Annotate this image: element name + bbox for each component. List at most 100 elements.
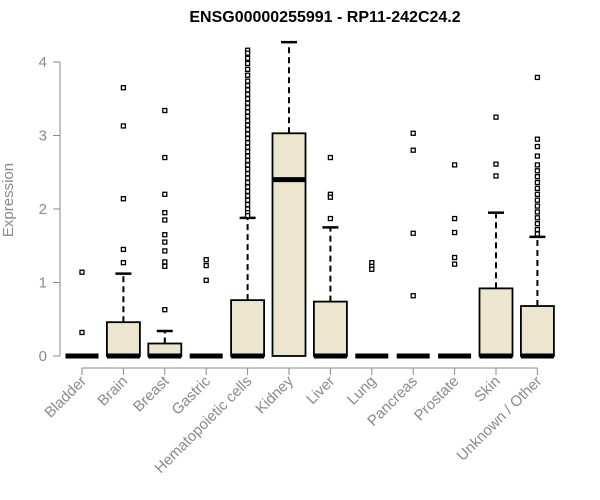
box xyxy=(478,287,514,357)
outlier-point xyxy=(534,209,541,215)
x-tick-label: Liver xyxy=(303,373,338,408)
outlier-point xyxy=(410,130,416,136)
x-tick-label: Brain xyxy=(94,373,131,410)
outlier-point xyxy=(244,212,251,219)
outlier-point xyxy=(534,191,541,197)
x-tick-label: Bladder xyxy=(41,373,90,422)
boxes xyxy=(65,40,555,359)
outlier-point xyxy=(534,226,541,233)
box xyxy=(230,299,266,357)
outlier-point xyxy=(451,215,458,222)
y-tick-label: 2 xyxy=(39,201,47,218)
outlier-point xyxy=(327,154,334,161)
outlier-point xyxy=(534,215,541,221)
outlier-point xyxy=(162,248,168,254)
outlier-point xyxy=(410,147,416,153)
outlier-point xyxy=(534,174,541,180)
chart-title: ENSG00000255991 - RP11-242C24.2 xyxy=(189,9,460,26)
outlier-point xyxy=(534,136,541,142)
outlier-point xyxy=(534,162,541,168)
outlier-point xyxy=(244,140,251,146)
box xyxy=(520,305,555,357)
outlier-point xyxy=(451,261,458,267)
outlier-point xyxy=(244,149,251,155)
outlier-point xyxy=(534,221,541,227)
outlier-point xyxy=(410,230,416,236)
box-group xyxy=(189,257,223,359)
outlier-point xyxy=(327,215,334,222)
outlier-point xyxy=(244,135,251,142)
box xyxy=(106,321,141,357)
outlier-point xyxy=(162,217,168,223)
box-group xyxy=(478,114,514,359)
outlier-point xyxy=(203,257,209,263)
box-group xyxy=(520,74,555,359)
outlier-point xyxy=(244,96,251,102)
outlier-point xyxy=(244,78,251,84)
box-group xyxy=(355,260,389,359)
box-group xyxy=(271,40,307,357)
outlier-point xyxy=(244,126,251,133)
outlier-point xyxy=(203,262,209,269)
x-tick-label: Lung xyxy=(344,373,380,409)
outlier-point xyxy=(244,109,251,115)
y-tick-label: 0 xyxy=(39,348,47,365)
y-tick-label: 3 xyxy=(39,128,47,145)
outlier-point xyxy=(162,259,168,265)
outlier-point xyxy=(244,122,251,128)
outlier-point xyxy=(493,114,499,120)
outlier-point xyxy=(162,232,168,238)
outlier-point xyxy=(244,66,251,72)
outlier-point xyxy=(79,269,85,275)
outlier-point xyxy=(162,107,168,114)
box-group xyxy=(396,130,430,359)
outlier-point xyxy=(244,197,251,203)
outlier-point xyxy=(534,179,541,186)
outlier-point xyxy=(451,229,458,236)
outlier-point xyxy=(244,72,251,78)
outlier-point xyxy=(244,162,251,168)
outlier-point xyxy=(410,293,416,299)
outlier-point xyxy=(203,277,209,283)
box-group xyxy=(106,85,141,359)
outlier-point xyxy=(534,168,541,174)
outlier-point xyxy=(162,154,168,161)
outlier-point xyxy=(244,153,251,159)
outlier-point xyxy=(244,193,251,199)
box-group xyxy=(230,47,266,359)
outlier-point xyxy=(534,197,541,203)
box-group xyxy=(438,162,472,359)
outlier-point xyxy=(534,231,541,237)
outlier-point xyxy=(451,162,458,168)
outlier-point xyxy=(534,185,541,192)
x-tick-label: Kidney xyxy=(252,372,297,417)
outlier-point xyxy=(244,131,251,137)
outlier-point xyxy=(244,87,251,93)
outlier-point xyxy=(493,161,499,167)
outlier-point xyxy=(244,113,251,120)
outlier-point xyxy=(244,175,251,181)
outlier-point xyxy=(244,100,251,106)
y-tick-label: 4 xyxy=(39,54,47,71)
outlier-point xyxy=(369,266,375,272)
outlier-point xyxy=(120,85,127,91)
outlier-point xyxy=(244,60,251,67)
x-tick-label: Prostate xyxy=(411,373,463,425)
outlier-point xyxy=(451,254,458,261)
outlier-point xyxy=(244,179,251,186)
outlier-point xyxy=(244,144,251,150)
outlier-point xyxy=(327,194,334,200)
outlier-point xyxy=(493,173,499,179)
outlier-point xyxy=(162,307,168,313)
box-group xyxy=(65,269,99,359)
outlier-point xyxy=(244,201,251,208)
outlier-point xyxy=(244,50,251,56)
outlier-point xyxy=(244,104,251,111)
outlier-point xyxy=(79,329,85,336)
box-group xyxy=(147,107,183,359)
box xyxy=(271,132,307,357)
outlier-point xyxy=(120,123,127,129)
y-axis-label: Expression xyxy=(0,163,17,237)
outlier-point xyxy=(244,166,251,172)
